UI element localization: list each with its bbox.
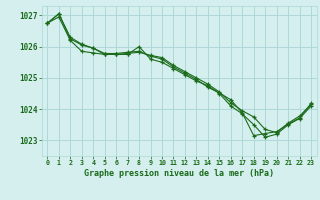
X-axis label: Graphe pression niveau de la mer (hPa): Graphe pression niveau de la mer (hPa) — [84, 169, 274, 178]
